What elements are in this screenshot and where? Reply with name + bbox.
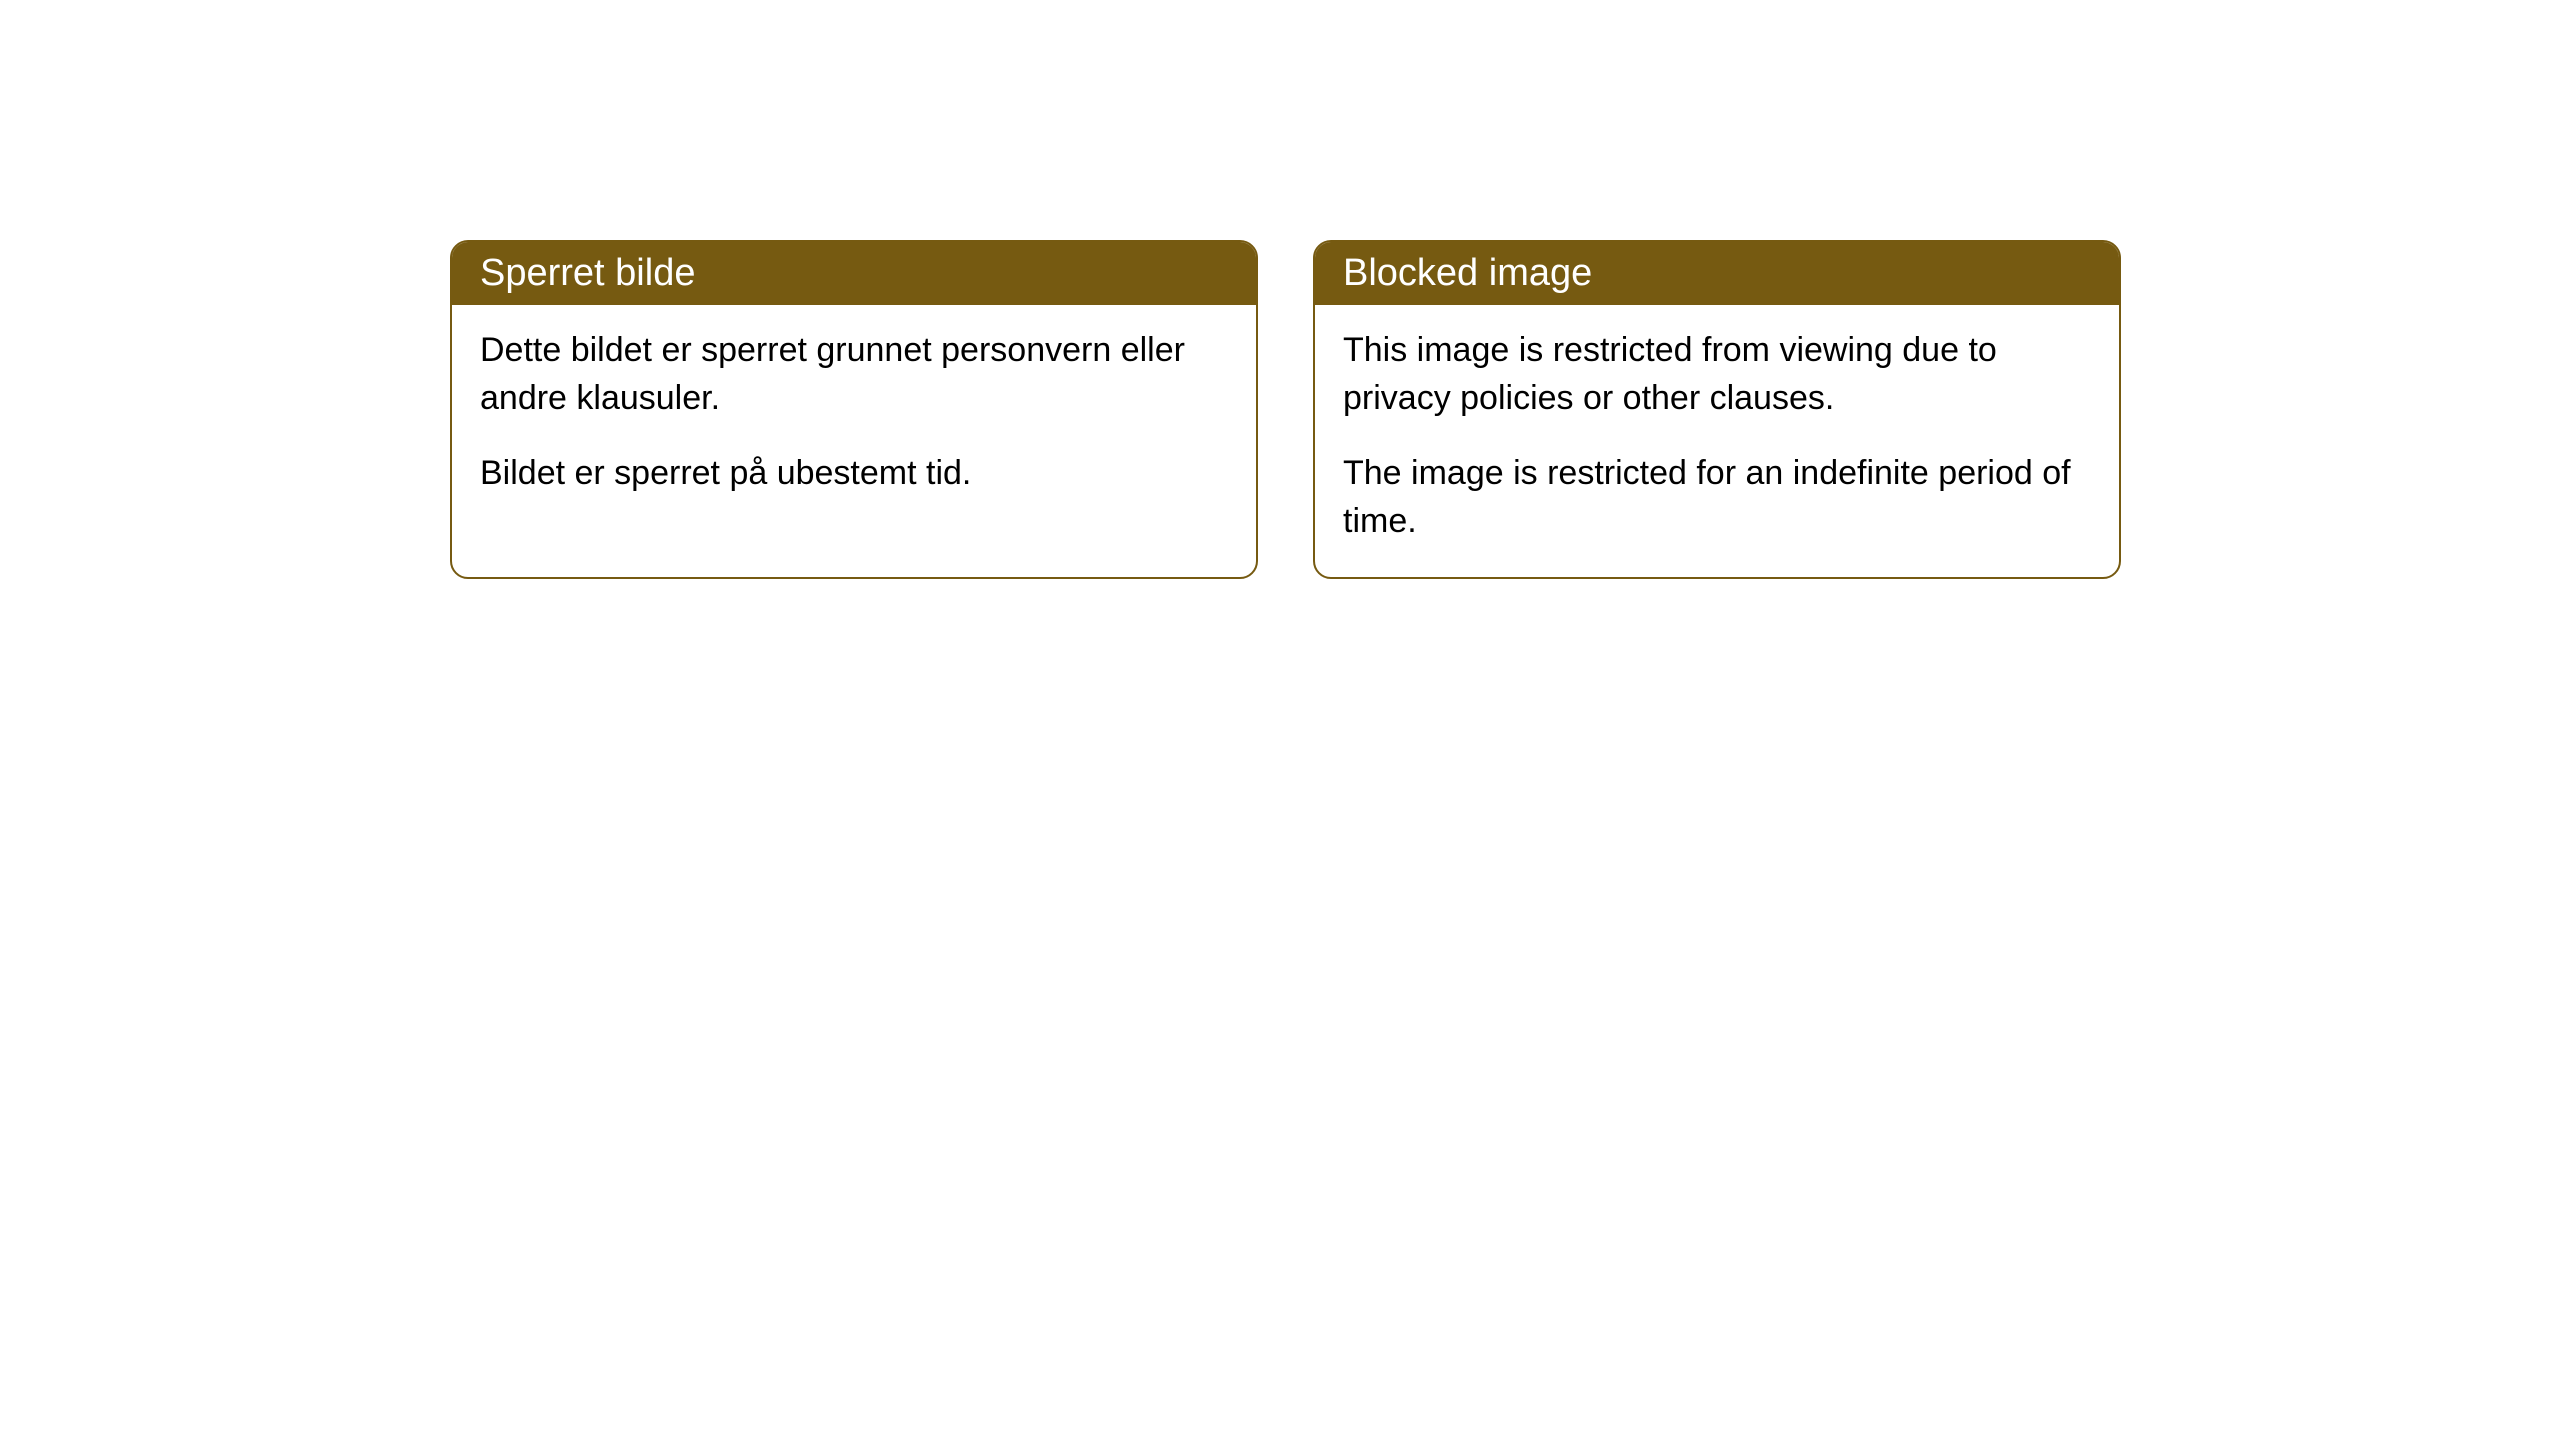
card-title: Blocked image [1343, 252, 1592, 294]
card-header: Blocked image [1315, 242, 2119, 305]
notice-card-english: Blocked image This image is restricted f… [1313, 240, 2121, 579]
card-body: This image is restricted from viewing du… [1315, 305, 2119, 577]
card-header: Sperret bilde [452, 242, 1256, 305]
notice-cards-container: Sperret bilde Dette bildet er sperret gr… [450, 240, 2121, 579]
card-paragraph: Bildet er sperret på ubestemt tid. [480, 450, 1228, 498]
notice-card-norwegian: Sperret bilde Dette bildet er sperret gr… [450, 240, 1258, 579]
card-paragraph: This image is restricted from viewing du… [1343, 327, 2091, 422]
card-title: Sperret bilde [480, 252, 695, 294]
card-paragraph: Dette bildet er sperret grunnet personve… [480, 327, 1228, 422]
card-body: Dette bildet er sperret grunnet personve… [452, 305, 1256, 530]
card-paragraph: The image is restricted for an indefinit… [1343, 450, 2091, 545]
